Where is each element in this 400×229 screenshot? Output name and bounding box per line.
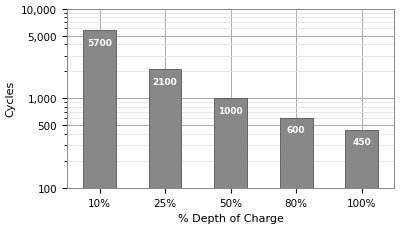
Text: 5700: 5700 — [87, 38, 112, 47]
Bar — [149, 70, 182, 229]
Text: 600: 600 — [287, 126, 306, 135]
Text: 1000: 1000 — [218, 106, 243, 115]
Bar — [214, 99, 247, 229]
Text: 2100: 2100 — [153, 77, 178, 86]
Y-axis label: Cycles: Cycles — [6, 81, 16, 117]
Bar — [83, 31, 116, 229]
Bar — [345, 130, 378, 229]
X-axis label: % Depth of Charge: % Depth of Charge — [178, 213, 284, 224]
Text: 450: 450 — [352, 137, 371, 146]
Bar — [280, 119, 312, 229]
